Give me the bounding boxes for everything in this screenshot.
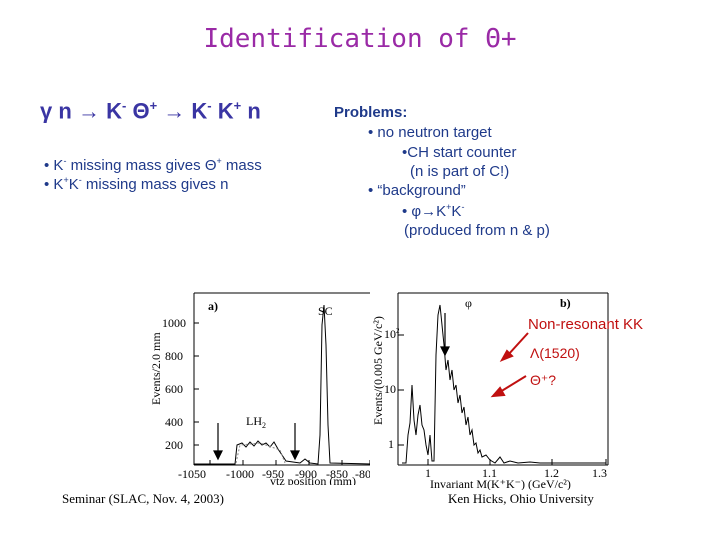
plot-b-panel-label: b) xyxy=(560,296,571,310)
plot-b-xtick: 1.2 xyxy=(544,466,559,480)
neutron-symbol: n xyxy=(247,98,261,124)
kaon-minus: K xyxy=(106,98,122,124)
arrow-lambda xyxy=(507,332,529,356)
kaon-plus: K xyxy=(217,98,234,124)
plot-a-lh2-label: LH2 xyxy=(246,414,266,430)
annotation-nonresonant-kk: Non-resonant KK xyxy=(528,316,644,333)
arrow-theta xyxy=(499,375,527,393)
charge: - xyxy=(121,98,127,113)
footer-author: Ken Hicks, Ohio University xyxy=(448,491,594,506)
neutron-symbol: n xyxy=(58,98,72,124)
plot-a-vertex-histogram: 1000 800 600 400 200 -1050 -1000 -950 -9… xyxy=(150,285,375,485)
theta-symbol: Θ xyxy=(132,98,150,124)
plot-b-ytick: 102 xyxy=(384,327,400,341)
plot-a-sc-label: SC xyxy=(318,304,333,318)
plot-a-xtick: -1000 xyxy=(226,467,254,481)
plot-b-mass-histogram: 102 10 1 1 1.1 1.2 1.3 Invariant M(K⁺K⁻)… xyxy=(370,285,620,490)
arrow: → xyxy=(163,98,186,124)
problem-subitem: (n is part of C!) xyxy=(410,163,510,180)
plot-a-xtick: -850 xyxy=(326,467,348,481)
annotation-lambda-1520: Λ(1520) xyxy=(530,345,580,361)
problem-item: • “background” xyxy=(368,182,466,199)
plot-a-xtick: -950 xyxy=(262,467,284,481)
plot-a-ytick: 400 xyxy=(165,415,183,429)
plot-a-panel-label: a) xyxy=(208,299,218,313)
plot-a-ytick: 1000 xyxy=(162,316,186,330)
plot-a-xlabel: vtz position (mm) xyxy=(270,474,356,485)
reaction-equation: γ n → K- Θ+ → K- K+ n xyxy=(40,98,261,124)
charge: - xyxy=(207,98,212,113)
plot-b-ytick: 1 xyxy=(388,437,394,451)
plot-b-xtick: 1.3 xyxy=(592,466,607,480)
plot-a-ytick: 600 xyxy=(165,382,183,396)
arrow: → xyxy=(77,98,100,124)
plot-b-ytick: 10 xyxy=(384,382,396,396)
plot-a-histogram-line xyxy=(194,304,373,465)
bullet-kminus-missing-mass: • K- missing mass gives Θ+ mass xyxy=(44,156,262,174)
plot-a-ylabel: Events/2.0 mm xyxy=(150,332,163,405)
charge: + xyxy=(149,98,158,113)
plot-b-histogram-line xyxy=(402,304,606,464)
annotation-arrows xyxy=(490,332,529,398)
bullet-kk-missing-mass: • K+K- missing mass gives n xyxy=(44,175,229,193)
charge: + xyxy=(233,98,242,113)
footer-seminar: Seminar (SLAC, Nov. 4, 2003) xyxy=(62,491,225,506)
plot-a-ytick: 800 xyxy=(165,349,183,363)
problem-subitem: •CH start counter xyxy=(402,144,517,161)
plot-a-lh2-target-fill xyxy=(235,442,286,464)
gamma-symbol: γ xyxy=(40,98,53,124)
plot-b-xtick: 1 xyxy=(425,466,431,480)
plot-b-phi-label: φ xyxy=(465,296,472,310)
plot-b-xlabel: Invariant M(K⁺K⁻) (GeV/c²) xyxy=(430,477,571,490)
plot-a-ytick: 200 xyxy=(165,438,183,452)
annotation-theta-plus: Θ⁺? xyxy=(530,372,557,388)
plot-a-xtick: -900 xyxy=(295,467,317,481)
problem-subitem: (produced from n & p) xyxy=(404,222,550,239)
slide-title: Identification of Θ+ xyxy=(203,24,517,54)
problem-subitem: • φ→K+K- xyxy=(402,202,465,220)
plot-b-ylabel: Events/(0.005 GeV/c²) xyxy=(371,316,385,425)
plot-a-xtick: -1050 xyxy=(178,467,206,481)
problem-item: • no neutron target xyxy=(368,124,492,141)
plot-b-xtick: 1.1 xyxy=(482,466,497,480)
kaon-minus: K xyxy=(191,98,208,124)
problems-heading: Problems: xyxy=(334,104,408,121)
